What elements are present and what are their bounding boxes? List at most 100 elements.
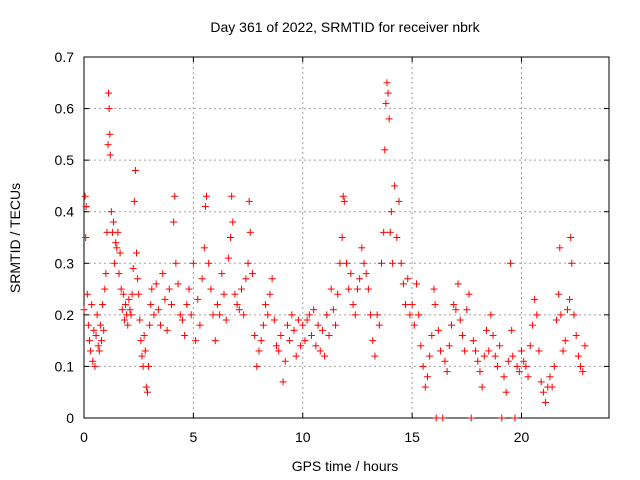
- data-point: [83, 290, 91, 298]
- data-point: [570, 311, 578, 319]
- data-point: [343, 259, 350, 267]
- data-point: [316, 347, 324, 355]
- data-point: [136, 316, 144, 324]
- data-point: [157, 321, 165, 329]
- data-point: [561, 337, 569, 345]
- data-point: [159, 270, 167, 278]
- data-point: [528, 321, 536, 329]
- y-tick-label: 0.7: [55, 49, 75, 65]
- data-point: [130, 197, 138, 205]
- data-point: [310, 306, 318, 314]
- data-point: [264, 311, 272, 319]
- data-point: [353, 285, 361, 293]
- data-point: [301, 337, 309, 345]
- data-point: [143, 388, 151, 396]
- data-point: [456, 316, 464, 324]
- data-point: [308, 331, 315, 339]
- data-point: [116, 249, 124, 257]
- data-point: [135, 290, 143, 298]
- data-point: [522, 362, 530, 370]
- data-point: [469, 337, 477, 345]
- data-point: [349, 301, 357, 309]
- data-point: [431, 301, 439, 309]
- data-point: [526, 342, 534, 350]
- data-point: [266, 290, 274, 298]
- data-point: [373, 311, 381, 319]
- data-point: [89, 357, 97, 365]
- data-point: [318, 326, 326, 334]
- data-point: [94, 342, 102, 350]
- data-point: [154, 306, 162, 314]
- data-point: [82, 234, 90, 241]
- y-axis: 0 0.1 0.2 0.3 0.4 0.5 0.6 0.7: [55, 49, 609, 426]
- data-point: [559, 347, 567, 355]
- data-point: [242, 275, 250, 283]
- data-point: [213, 301, 221, 309]
- data-point: [91, 362, 99, 370]
- data-point: [557, 311, 565, 319]
- data-point: [81, 192, 89, 200]
- data-point: [205, 259, 213, 267]
- data-point: [133, 249, 140, 257]
- data-point: [168, 301, 175, 309]
- data-point: [542, 399, 550, 407]
- data-point: [140, 331, 148, 339]
- data-point: [437, 347, 445, 355]
- data-point: [253, 362, 261, 370]
- data-point: [174, 280, 182, 288]
- data-point: [185, 285, 193, 293]
- data-point: [235, 306, 243, 314]
- data-point: [381, 146, 389, 154]
- data-point: [99, 301, 107, 309]
- data-point: [327, 285, 335, 293]
- data-point: [566, 295, 574, 303]
- data-point: [98, 337, 105, 345]
- data-point: [524, 373, 532, 381]
- data-point: [491, 352, 499, 360]
- data-point: [292, 352, 300, 360]
- data-point: [211, 337, 219, 345]
- data-point: [340, 197, 348, 205]
- data-point: [171, 192, 179, 200]
- y-tick-label: 0.1: [55, 358, 75, 374]
- x-tick-label: 0: [80, 429, 88, 445]
- y-tick-label: 0: [66, 410, 74, 426]
- data-point: [128, 290, 136, 298]
- data-point: [371, 352, 379, 360]
- chart-title: Day 361 of 2022, SRMTID for receiver nbr…: [210, 19, 480, 35]
- data-point: [531, 295, 539, 303]
- data-point: [145, 362, 153, 370]
- data-point: [107, 208, 115, 216]
- data-point: [511, 414, 519, 422]
- data-point: [339, 192, 347, 200]
- data-point: [535, 347, 543, 355]
- data-point: [281, 357, 289, 365]
- data-point: [189, 259, 197, 267]
- data-point: [255, 347, 263, 355]
- data-point: [96, 321, 104, 329]
- data-point: [218, 270, 226, 278]
- data-point: [388, 259, 396, 267]
- data-point: [428, 331, 436, 339]
- data-point: [163, 326, 171, 334]
- data-point: [246, 228, 254, 236]
- data-point: [391, 182, 399, 190]
- data-point: [397, 259, 405, 267]
- data-point: [385, 115, 393, 123]
- data-point: [458, 331, 466, 339]
- data-point: [515, 368, 523, 376]
- grid: [84, 57, 609, 418]
- data-point: [577, 362, 585, 370]
- data-point: [423, 373, 431, 381]
- data-point: [106, 130, 114, 138]
- data-point: [478, 383, 486, 391]
- data-point: [502, 388, 510, 396]
- data-point: [563, 306, 571, 314]
- data-point: [165, 285, 173, 293]
- data-point: [369, 337, 377, 345]
- data-point: [568, 259, 576, 267]
- data-point: [270, 316, 278, 324]
- data-point: [450, 301, 458, 309]
- data-point: [380, 228, 388, 236]
- data-point: [259, 321, 267, 329]
